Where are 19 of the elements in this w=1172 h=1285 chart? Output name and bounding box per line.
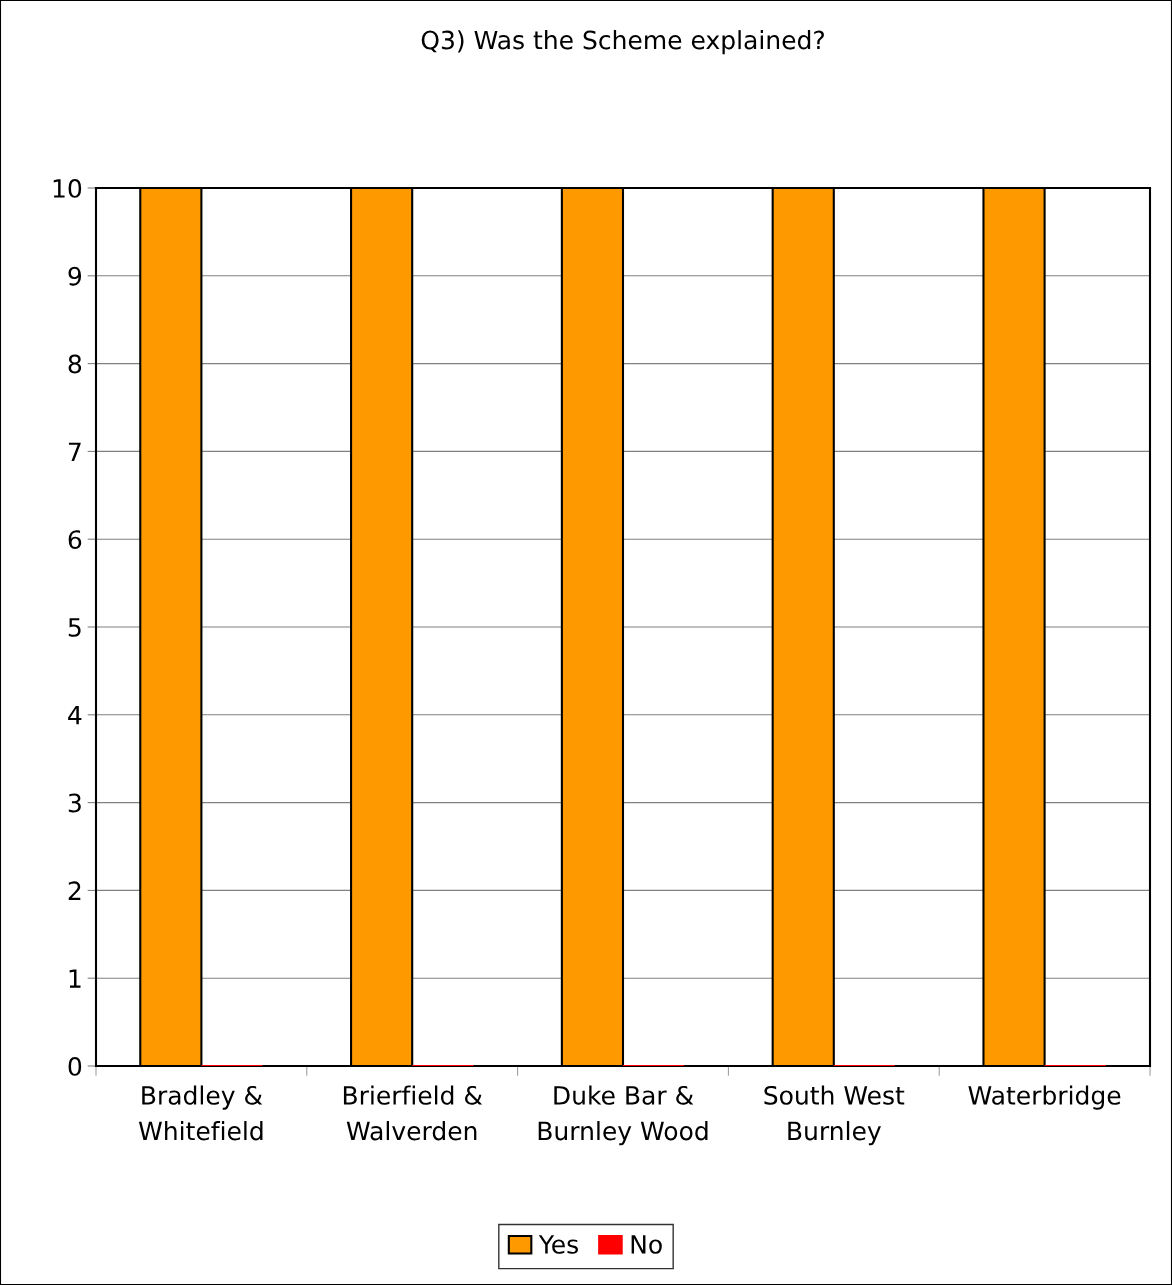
y-tick-label: 2 (68, 881, 81, 900)
y-tick-label: 4 (68, 706, 82, 725)
x-tick-label: Bradley & Whitefield (138, 1085, 263, 1141)
y-tick-label: 3 (68, 793, 81, 813)
y-tick-label: 5 (68, 618, 81, 637)
y-tick-label: 8 (68, 354, 82, 374)
chart-title: Q3) Was the Scheme explained? (421, 30, 824, 55)
y-tick-label: 6 (68, 530, 82, 550)
y-tick-label: 9 (68, 266, 82, 286)
y-tick-label: 10 (53, 178, 82, 198)
x-tick-label: South West Burnley (764, 1085, 905, 1146)
x-tick-label: Duke Bar & Burnley Wood (538, 1085, 708, 1146)
y-tick-label: 0 (68, 1056, 82, 1076)
legend-label: No (631, 1235, 662, 1254)
x-tick-label: Waterbridge (968, 1085, 1121, 1110)
y-tick-label: 1 (69, 969, 81, 988)
legend-label: Yes (538, 1235, 578, 1254)
y-tick-label: 7 (68, 442, 81, 461)
x-tick-label: Brierfield & Walverden (343, 1085, 483, 1141)
